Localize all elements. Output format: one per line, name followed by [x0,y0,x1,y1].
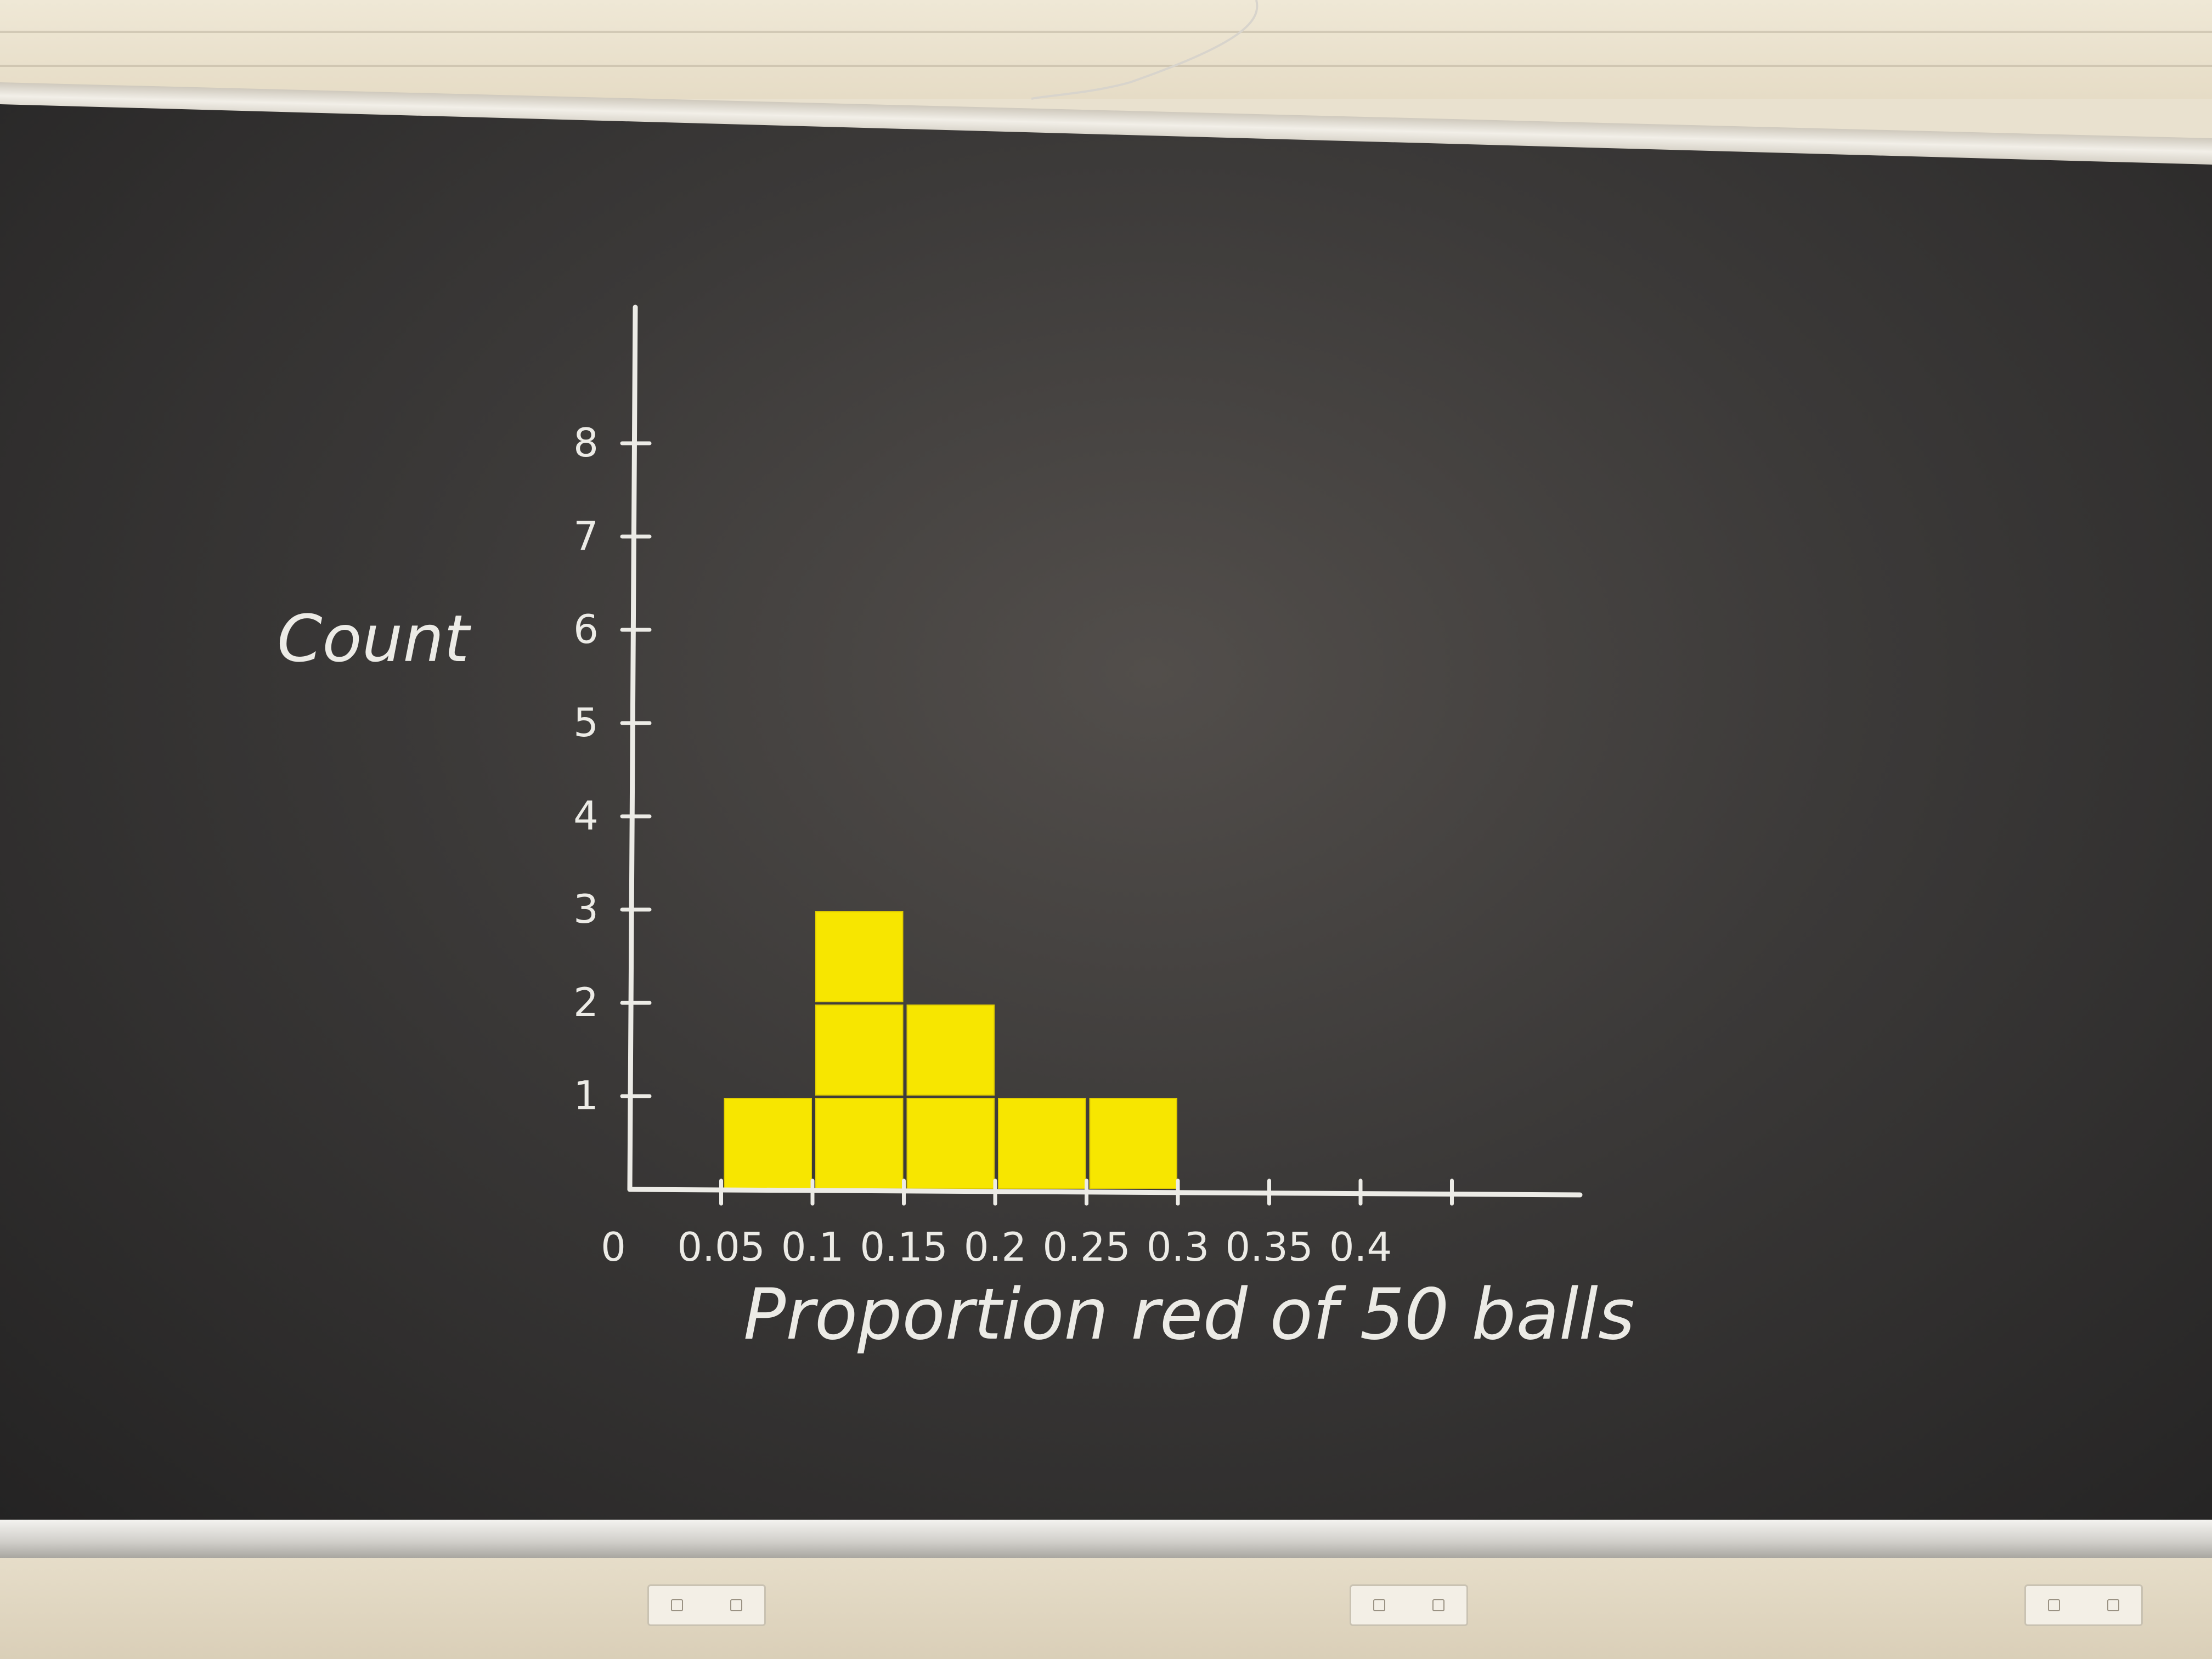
wall-wire [1031,0,1259,100]
chalk-tray [0,1520,2212,1558]
x-axis-label: Proportion red of 50 balls [743,1274,1635,1356]
lower-wall [0,1558,2212,1659]
x-tick-label: 0.1 [781,1224,844,1270]
bar-sticky-note [1089,1098,1177,1189]
y-axis-label: Count [277,601,471,676]
chalkboard [0,104,2212,1525]
bar-sticky-note [998,1098,1086,1189]
bar-sticky-note [815,1005,904,1096]
bar-sticky-note [906,1005,995,1096]
power-outlet [2024,1584,2143,1626]
x-tick-label: 0.05 [677,1224,765,1270]
x-axis-line [627,1187,1583,1198]
y-tick-label: 3 [573,886,599,932]
x-axis-ticks: 0 0.05 0.1 0.15 0.2 0.25 0.3 0.35 0.4 [601,1178,1454,1270]
y-axis-ticks: 1 2 3 4 5 6 7 8 [573,420,652,1119]
histogram-bars [724,911,1177,1189]
y-tick-label: 8 [573,420,599,466]
x-tick-label: 0.3 [1147,1224,1210,1270]
bar-sticky-note [815,1098,904,1189]
x-tick-label: 0 [601,1224,626,1270]
y-tick-label: 1 [573,1073,599,1119]
y-axis-line [627,304,638,1192]
bar-sticky-note [724,1098,812,1189]
wall [0,0,2212,99]
y-tick-label: 4 [573,793,599,839]
y-tick-label: 6 [573,606,599,652]
bar-sticky-note [815,911,904,1002]
y-tick-label: 7 [573,513,599,559]
y-tick-label: 2 [573,979,599,1025]
x-tick-label: 0.15 [860,1224,947,1270]
power-outlet [1350,1584,1468,1626]
power-outlet [647,1584,766,1626]
bar-sticky-note [906,1098,995,1189]
x-tick-label: 0.35 [1225,1224,1313,1270]
chart-axes [627,304,1583,1198]
x-tick-label: 0.4 [1329,1224,1392,1270]
x-tick-label: 0.2 [964,1224,1027,1270]
y-tick-label: 5 [573,699,599,746]
x-tick-label: 0.25 [1042,1224,1130,1270]
